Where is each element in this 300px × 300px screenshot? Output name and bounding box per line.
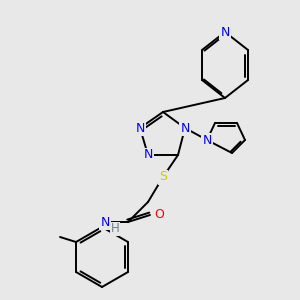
Text: N: N xyxy=(220,26,230,38)
Text: H: H xyxy=(111,223,119,236)
Text: S: S xyxy=(159,170,167,184)
Text: N: N xyxy=(135,122,145,134)
Text: N: N xyxy=(143,148,153,161)
Text: N: N xyxy=(180,122,190,134)
Text: N: N xyxy=(100,215,110,229)
Text: O: O xyxy=(154,208,164,221)
Text: N: N xyxy=(202,134,212,146)
